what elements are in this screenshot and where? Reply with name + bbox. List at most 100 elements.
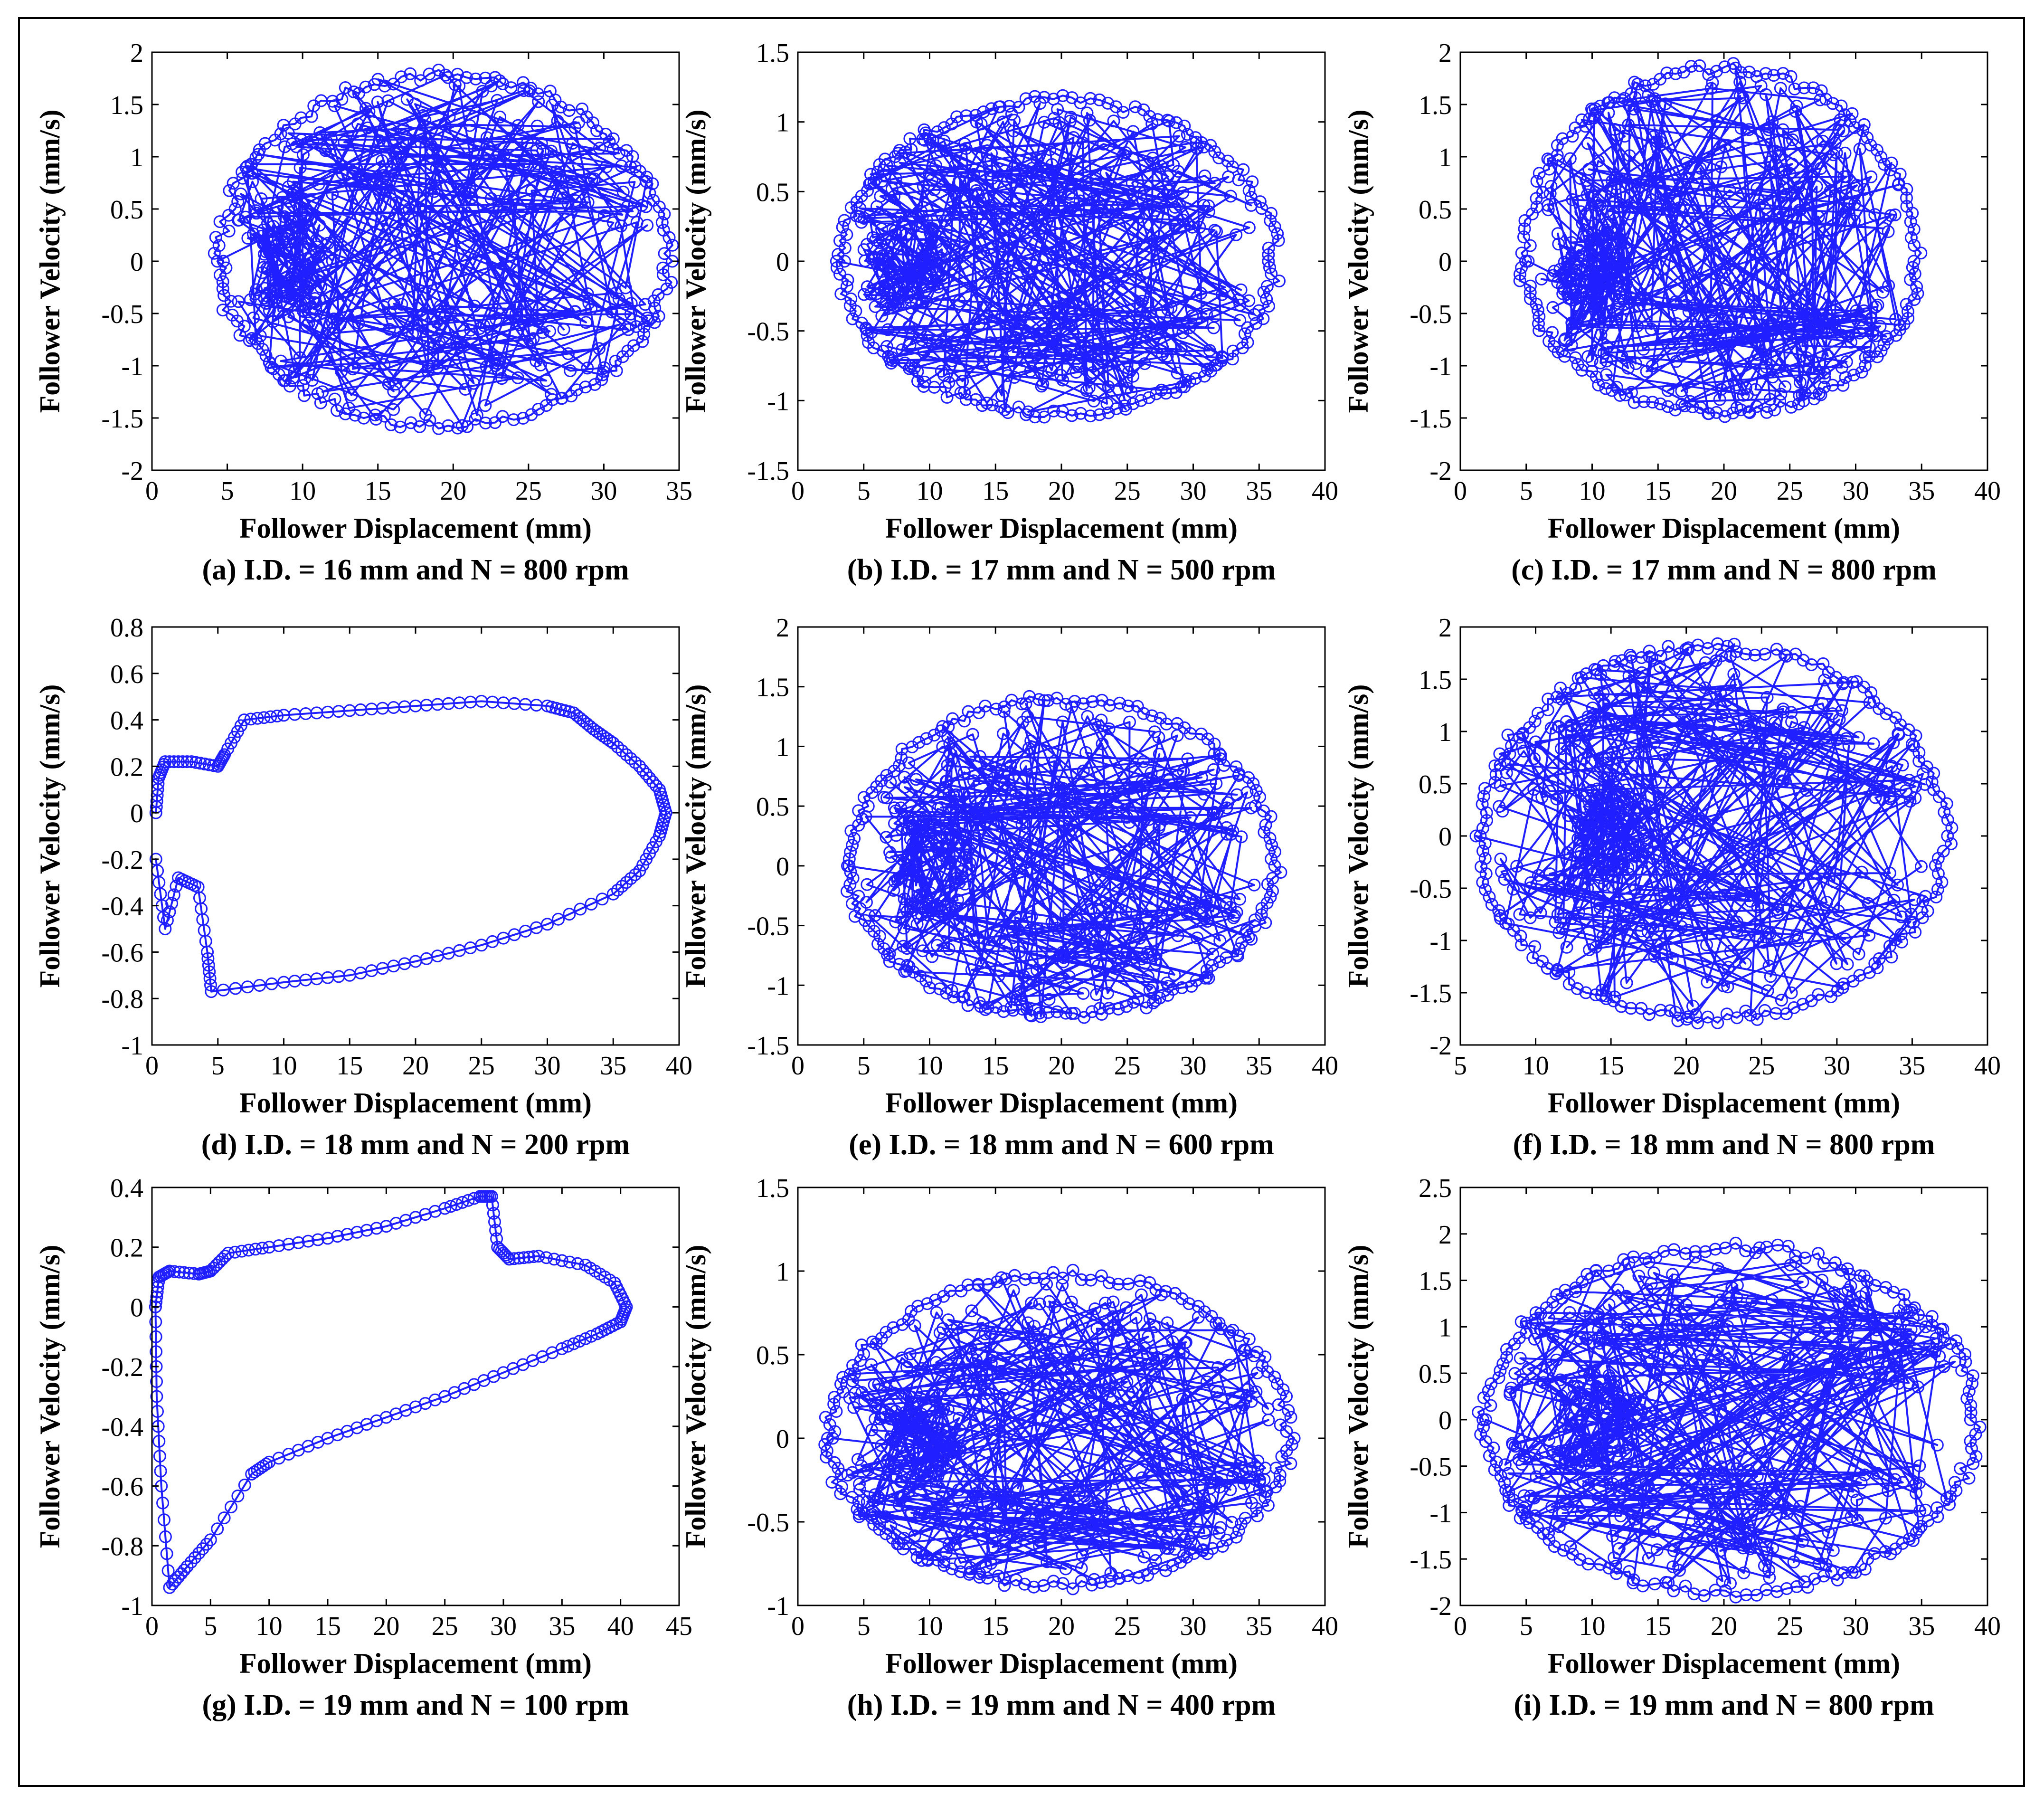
x-axis-label: Follower Displacement (mm) xyxy=(239,1087,592,1119)
data-point xyxy=(1023,690,1036,703)
chart-panel-c: 0 5 10 15 20 25 30 35 40-2-1.5-1-0.500.511.52Fol… xyxy=(1343,38,2001,586)
data-point xyxy=(286,175,300,188)
y-tick-label: 0.2 xyxy=(110,752,143,782)
data-point xyxy=(217,255,230,268)
data-point xyxy=(1925,1310,1939,1323)
data-point xyxy=(995,389,1008,402)
data-point xyxy=(216,275,229,288)
data-point xyxy=(1602,718,1616,731)
data-point xyxy=(1025,910,1038,923)
data-point xyxy=(1761,984,1774,997)
data-point xyxy=(1046,320,1059,333)
data-point xyxy=(1587,1515,1600,1529)
data-point xyxy=(1632,1269,1646,1282)
data-point xyxy=(833,267,846,281)
data-point xyxy=(606,887,620,901)
x-axis-label: Follower Displacement (mm) xyxy=(239,513,592,544)
data-point xyxy=(1964,1406,1978,1419)
data-point xyxy=(963,862,976,875)
data-point xyxy=(1909,780,1922,793)
data-point xyxy=(933,902,946,915)
data-point xyxy=(211,255,224,268)
data-point xyxy=(1034,1010,1048,1023)
data-point xyxy=(185,755,198,769)
data-point xyxy=(425,143,438,156)
data-point xyxy=(1502,1467,1515,1480)
data-point xyxy=(821,1432,834,1445)
data-point xyxy=(985,172,999,185)
data-point xyxy=(1722,960,1735,974)
data-point xyxy=(1693,59,1706,72)
data-point xyxy=(1177,765,1190,778)
data-point xyxy=(836,220,849,234)
data-point xyxy=(1629,201,1642,215)
data-point xyxy=(1818,1321,1832,1335)
data-point xyxy=(1040,331,1053,344)
data-point xyxy=(985,147,998,160)
data-point xyxy=(889,1435,902,1448)
data-point xyxy=(1830,146,1843,160)
data-point xyxy=(1602,1450,1615,1463)
data-point xyxy=(907,865,920,879)
data-point xyxy=(371,73,385,86)
data-point xyxy=(1776,1498,1789,1511)
data-point xyxy=(389,147,403,160)
marker-group xyxy=(818,1263,1301,1595)
data-point xyxy=(508,1252,521,1265)
data-point xyxy=(1533,1380,1547,1394)
data-point xyxy=(1212,1527,1226,1540)
data-point xyxy=(1146,981,1159,994)
data-point xyxy=(590,725,604,738)
data-point xyxy=(964,750,977,763)
data-point xyxy=(1514,267,1526,281)
y-axis-label: Follower Velocity (mm/s) xyxy=(34,1245,66,1548)
data-point xyxy=(1634,1423,1647,1436)
plot-frame xyxy=(151,626,680,1046)
x-tick-label: 10 xyxy=(917,1051,943,1081)
data-point xyxy=(328,99,341,113)
data-point xyxy=(1826,379,1839,392)
data-point xyxy=(1714,1460,1728,1473)
data-point xyxy=(1023,923,1037,937)
data-point xyxy=(1718,888,1731,902)
data-point xyxy=(1784,70,1798,83)
data-point xyxy=(970,184,983,197)
y-tick-label: -0.5 xyxy=(747,317,789,347)
data-point xyxy=(1556,287,1570,300)
data-point xyxy=(1041,1555,1054,1568)
data-point xyxy=(1714,382,1728,396)
data-point xyxy=(1033,97,1047,110)
data-point xyxy=(1022,1316,1035,1329)
data-point xyxy=(1140,1001,1153,1015)
data-point xyxy=(1909,926,1922,939)
data-point xyxy=(1834,113,1847,126)
data-point xyxy=(1931,883,1944,896)
data-point xyxy=(1701,1324,1714,1338)
data-point xyxy=(1907,255,1921,268)
data-point xyxy=(309,303,322,316)
data-point xyxy=(1208,224,1221,237)
data-point xyxy=(298,372,312,385)
data-point xyxy=(872,1378,885,1391)
data-point xyxy=(1742,721,1755,734)
x-tick-label: 35 xyxy=(1908,476,1935,506)
data-point xyxy=(1202,199,1215,212)
data-point xyxy=(1904,215,1917,228)
data-point xyxy=(1888,208,1902,221)
data-point xyxy=(1835,704,1848,717)
data-point xyxy=(979,1327,992,1340)
x-tick-label: 5 xyxy=(1454,1051,1467,1081)
x-tick-label: 5 xyxy=(211,1051,225,1081)
data-point xyxy=(1059,1006,1072,1020)
data-point xyxy=(1043,143,1057,156)
data-point xyxy=(905,1506,918,1519)
data-point xyxy=(1760,361,1773,374)
data-point xyxy=(1206,948,1220,961)
data-point xyxy=(1527,783,1541,796)
data-point xyxy=(1828,1350,1842,1364)
data-point xyxy=(1774,388,1788,401)
x-tick-label: 0 xyxy=(145,1612,159,1641)
y-tick-label: 0.4 xyxy=(110,706,143,736)
data-point xyxy=(1819,311,1833,324)
data-point xyxy=(1648,1367,1662,1380)
